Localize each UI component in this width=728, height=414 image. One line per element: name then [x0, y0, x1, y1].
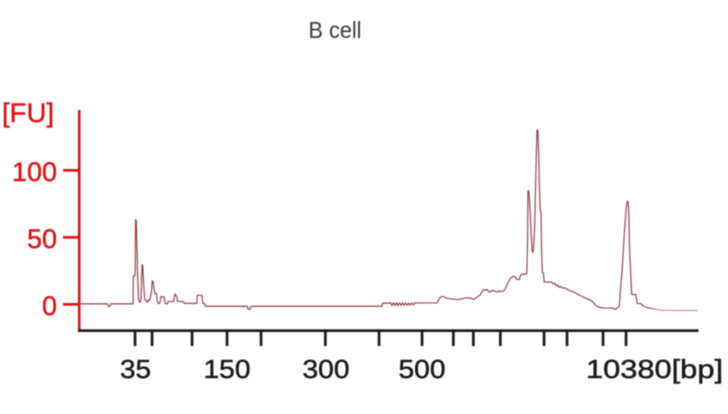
svg-text:35: 35	[120, 354, 151, 384]
svg-text:100: 100	[12, 157, 57, 187]
svg-text:50: 50	[27, 224, 57, 254]
svg-text:[FU]: [FU]	[2, 98, 54, 128]
svg-text:B cell: B cell	[309, 17, 362, 43]
svg-text:500: 500	[399, 354, 446, 384]
svg-text:10380[bp]: 10380[bp]	[586, 354, 723, 384]
svg-text:150: 150	[204, 354, 251, 384]
svg-text:0: 0	[42, 291, 57, 321]
svg-text:300: 300	[303, 354, 350, 384]
